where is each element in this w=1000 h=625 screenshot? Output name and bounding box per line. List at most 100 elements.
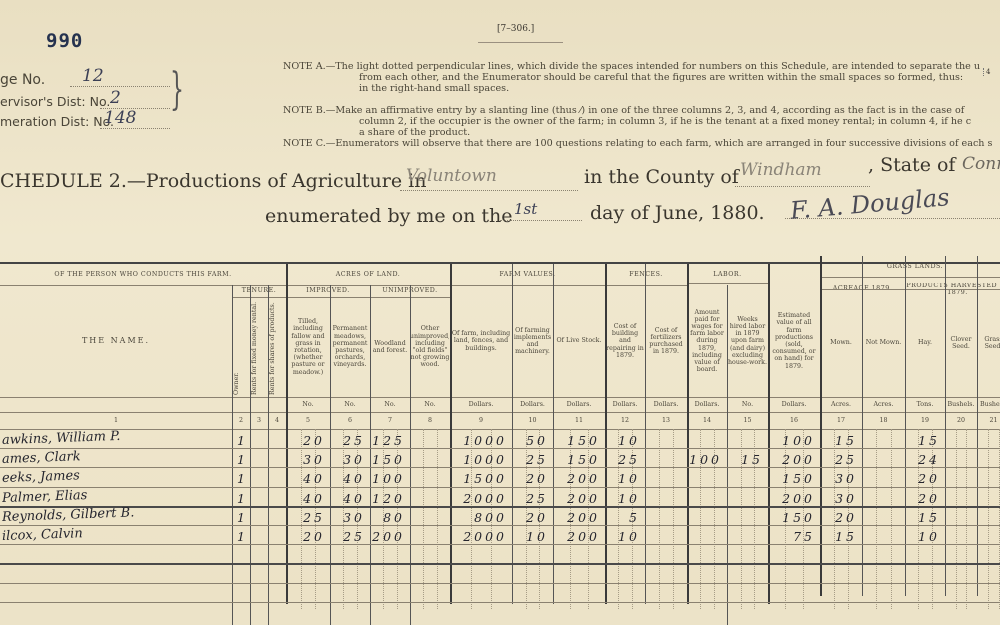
column-number: 8 <box>427 416 432 424</box>
column-number: 10 <box>528 416 537 424</box>
note-a-line-1: NOTE A.—The light dotted perpendicular l… <box>283 61 981 72</box>
table-cell: 40 <box>303 471 325 487</box>
dotted-guide <box>834 429 835 609</box>
column-number: 2 <box>238 416 243 424</box>
divider <box>0 397 1000 398</box>
column-unit: Bushels. <box>947 400 975 408</box>
group-header: FARM VALUES. <box>499 270 556 278</box>
divider <box>687 283 768 284</box>
row-divider <box>0 486 1000 488</box>
table-cell: 1 <box>237 509 245 525</box>
dotted-guide <box>356 429 358 609</box>
column-number: 19 <box>920 416 929 424</box>
table-cell: 75 <box>793 529 815 544</box>
table-cell: 20 <box>526 471 548 487</box>
column-divider <box>370 285 371 625</box>
column-header: Other unimproved, including "old fields"… <box>411 325 449 369</box>
divider <box>0 412 1000 413</box>
stamp-number: 990 <box>46 30 84 52</box>
town-value: Voluntown <box>406 166 497 186</box>
column-header: Clover Seed. <box>950 335 972 350</box>
column-number: 3 <box>256 416 261 424</box>
column-number: 18 <box>879 416 888 424</box>
column-divider <box>905 256 906 596</box>
row-divider <box>0 467 1000 469</box>
column-header: Estimated value of all farm productions … <box>772 312 816 370</box>
column-divider <box>250 285 251 625</box>
table-cell: 25 <box>526 490 548 506</box>
group-header: OF THE PERSON WHO CONDUCTS THIS FARM. <box>54 270 232 278</box>
column-divider <box>286 264 288 604</box>
divider <box>820 277 1000 278</box>
table-cell: 100 <box>689 452 722 468</box>
column-unit: Bushels. <box>980 400 1000 408</box>
table-cell: 20 <box>303 529 325 544</box>
table-cell: 1 <box>237 529 245 544</box>
note-b-line-3: a share of the product. <box>359 127 471 138</box>
column-header: Permanent meadows, permanent pastures, o… <box>332 325 368 369</box>
table-cell: 25 <box>526 452 548 468</box>
table-cell: 1000 <box>463 433 507 448</box>
form-number: [7–306.] <box>497 24 535 34</box>
divider <box>785 218 1000 219</box>
table-cell: 200 <box>782 490 815 506</box>
table-cell: 20 <box>918 471 940 487</box>
column-number: 20 <box>956 416 965 424</box>
table-cell: 40 <box>343 490 365 506</box>
divider <box>400 190 578 191</box>
table-cell: 30 <box>343 452 365 468</box>
table-cell: 20 <box>918 490 940 506</box>
column-divider <box>605 264 607 604</box>
column-header: Cost of fertilizers purchased in 1879. <box>649 326 683 356</box>
table-cell: 25 <box>835 452 857 468</box>
table-cell: 150 <box>567 452 600 468</box>
column-divider <box>268 285 269 625</box>
column-number: 12 <box>620 416 629 424</box>
table-cell: 1000 <box>463 452 507 468</box>
column-number: 21 <box>989 416 998 424</box>
note-c: NOTE C.—Enumerators will observe that th… <box>283 138 993 149</box>
column-divider <box>553 264 554 604</box>
column-unit: Acres. <box>830 400 852 408</box>
table-cell: 1 <box>237 490 245 506</box>
row-divider <box>0 563 1000 566</box>
row-divider <box>0 582 1000 584</box>
column-header: Not Mown. <box>865 339 902 347</box>
table-cell: 5 <box>629 509 640 525</box>
table-cell: 200 <box>567 509 600 525</box>
table-cell: 25 <box>343 529 365 544</box>
dotted-guide <box>700 429 702 609</box>
column-header: Grass Seed. <box>984 335 1000 350</box>
dotted-guide <box>918 429 920 609</box>
supervisor-district-value: 2 <box>110 88 121 108</box>
column-unit <box>0 397 232 412</box>
dotted-guide <box>713 429 715 609</box>
column-header: Rents for shares of products. <box>269 302 276 395</box>
column-header: Hay. <box>918 339 932 347</box>
table-cell: 200 <box>567 471 600 487</box>
dotted-guide <box>890 429 892 609</box>
dotted-guide <box>383 429 385 609</box>
dotted-guide <box>491 429 493 609</box>
column-header: Owner. <box>233 372 240 395</box>
table-cell: 30 <box>835 490 857 506</box>
table-cell: 25 <box>618 452 640 468</box>
table-cell: 10 <box>618 471 640 487</box>
column-number: 5 <box>305 416 310 424</box>
table-cell: 25 <box>343 433 365 448</box>
column-header: Of Live Stock. <box>556 337 602 345</box>
table-cell: 15 <box>835 433 857 448</box>
table-cell: 125 <box>372 433 405 448</box>
table-cell: 10 <box>618 529 640 544</box>
column-header: Amount paid for wages for farm labor dur… <box>690 308 724 374</box>
column-unit: No. <box>384 400 396 408</box>
table-cell: 15 <box>835 529 857 544</box>
column-number: 15 <box>743 416 752 424</box>
page-number-label: ge No. <box>0 72 46 88</box>
dotted-guide <box>618 429 620 609</box>
agriculture-schedule-table: OF THE PERSON WHO CONDUCTS THIS FARM. ACR… <box>0 256 1000 625</box>
table-cell: 200 <box>567 490 600 506</box>
dotted-guide <box>659 429 660 609</box>
divider <box>500 220 582 221</box>
column-unit: Dollars. <box>468 400 494 408</box>
